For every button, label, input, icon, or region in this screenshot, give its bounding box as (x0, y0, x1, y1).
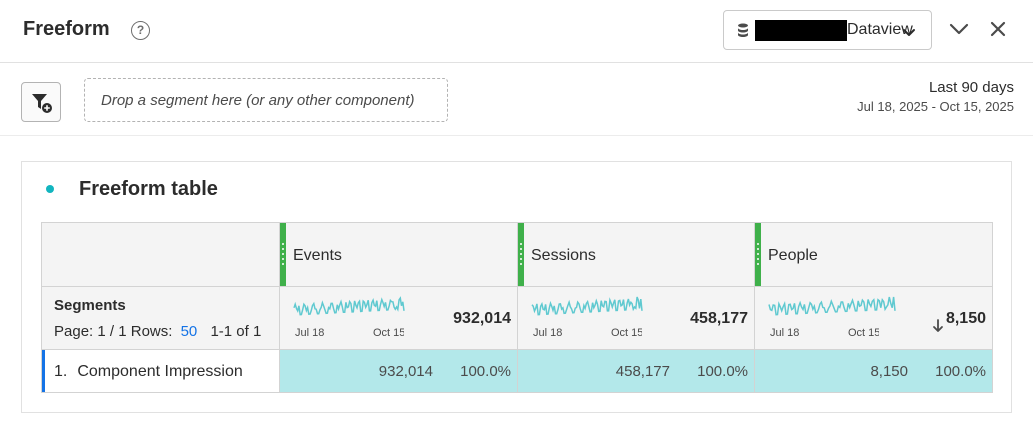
data-cell-people[interactable]: 8,150 100.0% (754, 350, 992, 392)
row-range: 1-1 of 1 (210, 323, 262, 340)
summary-cell-sessions: Jul 18 Oct 15 458,177 (517, 287, 754, 350)
pagination: Page: 1 / 1 Rows: 50 1-1 of 1 (54, 323, 261, 340)
column-total: 458,177 (690, 310, 748, 327)
database-icon (737, 23, 749, 42)
column-header-sessions[interactable]: Sessions (517, 223, 754, 287)
segment-dropzone[interactable]: Drop a segment here (or any other compon… (84, 78, 448, 122)
sparkline-end-label: Oct 15 (611, 327, 642, 339)
redacted-dataview-name (755, 20, 847, 41)
row-dimension-value: Component Impression (77, 363, 243, 380)
add-filter-button[interactable] (21, 82, 61, 122)
metric-drag-handle[interactable] (518, 223, 524, 286)
summary-cell-people: Jul 18 Oct 15 8,150 (754, 287, 992, 350)
rows-label: Rows: (130, 323, 173, 340)
dataview-label: Dataview (847, 21, 913, 38)
cell-percent: 100.0% (935, 363, 986, 380)
column-name: Events (293, 247, 342, 264)
metric-drag-handle[interactable] (755, 223, 761, 286)
cell-percent: 100.0% (697, 363, 748, 380)
metric-drag-handle[interactable] (280, 223, 286, 286)
sparkline-end-label: Oct 15 (848, 327, 879, 339)
sparkline-path (293, 296, 405, 316)
summary-cell-events: Jul 18 Oct 15 932,014 (279, 287, 517, 350)
help-icon[interactable]: ? (131, 21, 150, 40)
column-header-people[interactable]: People (754, 223, 992, 287)
cell-value: 8,150 (870, 363, 908, 380)
cell-percent: 100.0% (460, 363, 511, 380)
chevron-down-icon (902, 25, 916, 43)
sparkline (293, 296, 405, 316)
collapse-icon[interactable] (949, 22, 969, 41)
data-cell-sessions[interactable]: 458,177 100.0% (517, 350, 754, 392)
date-range[interactable]: Last 90 days Jul 18, 2025 - Oct 15, 2025 (857, 79, 1014, 114)
sparkline-start-label: Jul 18 (770, 327, 800, 339)
filter-add-icon (32, 94, 52, 113)
row-label[interactable]: 1. Component Impression (54, 363, 243, 381)
date-range-dates: Jul 18, 2025 - Oct 15, 2025 (857, 99, 1014, 114)
cell-value: 458,177 (615, 363, 670, 380)
column-total: 932,014 (453, 310, 511, 327)
panel-status-dot (46, 185, 54, 193)
dimension-label[interactable]: Segments (54, 297, 126, 314)
sparkline-start-label: Jul 18 (295, 327, 325, 339)
segment-toolbar: Drop a segment here (or any other compon… (0, 64, 1033, 136)
column-name: Sessions (531, 247, 596, 264)
sparkline-end-label: Oct 15 (373, 327, 404, 339)
row-selection-accent (42, 350, 45, 392)
table-header-row: Events Sessions People (42, 223, 992, 287)
cell-value: 932,014 (378, 363, 433, 380)
sparkline (531, 296, 643, 316)
sparkline-start-label: Jul 18 (533, 327, 563, 339)
sparkline-path (531, 296, 643, 316)
table-row[interactable]: 1. Component Impression 932,014 100.0% 45… (42, 350, 992, 392)
sparkline-path (768, 296, 896, 316)
column-name: People (768, 247, 818, 264)
column-total: 8,150 (945, 310, 986, 327)
page-title: Freeform (23, 18, 110, 40)
freeform-table: Events Sessions People Segments Page: 1 … (41, 222, 993, 393)
table-summary-row: Segments Page: 1 / 1 Rows: 50 1-1 of 1 J… (42, 287, 992, 350)
data-cell-events[interactable]: 932,014 100.0% (279, 350, 517, 392)
panel-title[interactable]: Freeform table (79, 178, 218, 200)
close-icon[interactable] (990, 21, 1006, 42)
column-header-events[interactable]: Events (279, 223, 517, 287)
dataview-selector[interactable]: Dataview (723, 10, 932, 50)
row-index: 1. (54, 363, 68, 380)
date-range-label: Last 90 days (928, 79, 1014, 96)
sparkline (768, 296, 896, 316)
dropzone-text: Drop a segment here (or any other compon… (101, 92, 415, 109)
rows-per-page[interactable]: 50 (180, 323, 198, 340)
panel-header: Freeform ? Dataview (0, 0, 1033, 63)
page-indicator: Page: 1 / 1 (54, 323, 127, 340)
